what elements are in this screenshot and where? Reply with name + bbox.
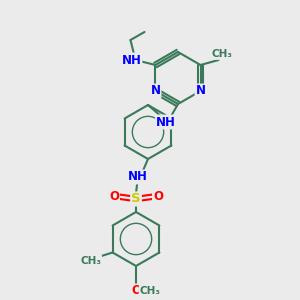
Text: CH₃: CH₃ bbox=[80, 256, 101, 266]
Text: O: O bbox=[109, 190, 119, 202]
Text: O: O bbox=[153, 190, 163, 202]
Text: N: N bbox=[196, 85, 206, 98]
Text: NH: NH bbox=[122, 53, 141, 67]
Text: NH: NH bbox=[156, 116, 176, 128]
Text: CH₃: CH₃ bbox=[211, 49, 232, 59]
Text: O: O bbox=[131, 284, 141, 298]
Text: N: N bbox=[151, 85, 160, 98]
Text: S: S bbox=[131, 193, 141, 206]
Text: CH₃: CH₃ bbox=[140, 286, 160, 296]
Text: NH: NH bbox=[128, 170, 148, 184]
